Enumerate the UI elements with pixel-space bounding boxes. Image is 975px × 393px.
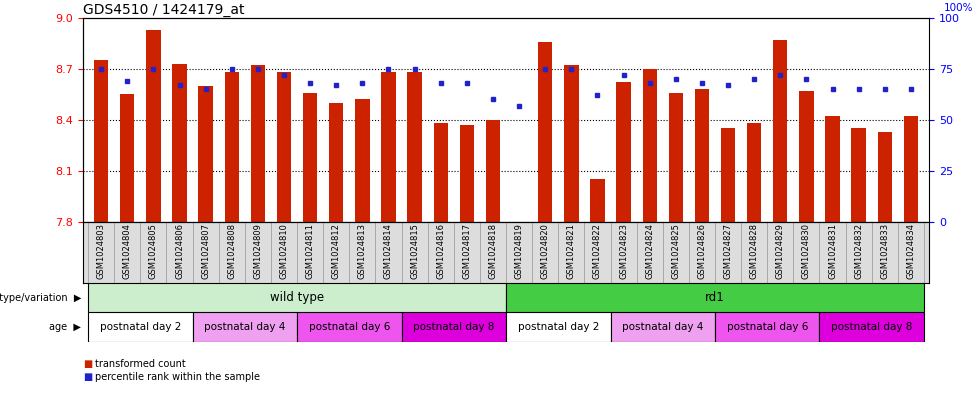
Bar bbox=[904, 116, 918, 222]
Text: postnatal day 2: postnatal day 2 bbox=[518, 322, 599, 332]
Text: GSM1024812: GSM1024812 bbox=[332, 223, 340, 279]
Bar bbox=[94, 60, 108, 222]
Bar bbox=[459, 125, 474, 222]
Text: postnatal day 4: postnatal day 4 bbox=[622, 322, 703, 332]
Text: GSM1024827: GSM1024827 bbox=[723, 223, 732, 279]
Text: wild type: wild type bbox=[270, 291, 324, 304]
Text: postnatal day 6: postnatal day 6 bbox=[726, 322, 808, 332]
Bar bbox=[773, 40, 788, 222]
Bar bbox=[88, 283, 506, 312]
Text: GSM1024834: GSM1024834 bbox=[907, 223, 916, 279]
Bar bbox=[88, 312, 193, 342]
Text: GSM1024820: GSM1024820 bbox=[541, 223, 550, 279]
Bar bbox=[695, 89, 709, 222]
Bar bbox=[193, 312, 297, 342]
Text: GSM1024815: GSM1024815 bbox=[410, 223, 419, 279]
Bar bbox=[610, 312, 715, 342]
Bar bbox=[616, 83, 631, 222]
Text: GSM1024819: GSM1024819 bbox=[515, 223, 524, 279]
Bar bbox=[251, 65, 265, 222]
Text: GSM1024817: GSM1024817 bbox=[462, 223, 471, 279]
Text: postnatal day 4: postnatal day 4 bbox=[204, 322, 286, 332]
Text: GSM1024811: GSM1024811 bbox=[305, 223, 315, 279]
Bar bbox=[486, 120, 500, 222]
Bar bbox=[826, 116, 839, 222]
Bar bbox=[878, 132, 892, 222]
Text: GSM1024808: GSM1024808 bbox=[227, 223, 236, 279]
Bar bbox=[146, 29, 161, 222]
Text: GSM1024830: GSM1024830 bbox=[801, 223, 811, 279]
Bar bbox=[408, 72, 422, 222]
Bar bbox=[120, 94, 135, 222]
Bar bbox=[506, 283, 924, 312]
Bar bbox=[199, 86, 213, 222]
Text: GSM1024821: GSM1024821 bbox=[566, 223, 576, 279]
Text: postnatal day 2: postnatal day 2 bbox=[99, 322, 181, 332]
Text: percentile rank within the sample: percentile rank within the sample bbox=[95, 372, 259, 382]
Bar bbox=[715, 312, 819, 342]
Bar bbox=[819, 312, 924, 342]
Bar bbox=[590, 180, 604, 222]
Text: GSM1024809: GSM1024809 bbox=[254, 223, 262, 279]
Bar bbox=[538, 42, 553, 222]
Text: GSM1024823: GSM1024823 bbox=[619, 223, 628, 279]
Bar bbox=[643, 69, 657, 222]
Bar bbox=[303, 93, 317, 222]
Bar bbox=[329, 103, 343, 222]
Bar bbox=[506, 312, 610, 342]
Text: GSM1024804: GSM1024804 bbox=[123, 223, 132, 279]
Text: GDS4510 / 1424179_at: GDS4510 / 1424179_at bbox=[83, 3, 245, 17]
Text: GSM1024825: GSM1024825 bbox=[672, 223, 681, 279]
Text: GSM1024832: GSM1024832 bbox=[854, 223, 863, 279]
Text: GSM1024824: GSM1024824 bbox=[645, 223, 654, 279]
Text: genotype/variation  ▶: genotype/variation ▶ bbox=[0, 293, 81, 303]
Bar bbox=[381, 72, 396, 222]
Bar bbox=[402, 312, 506, 342]
Y-axis label: 100%: 100% bbox=[944, 3, 974, 13]
Text: postnatal day 8: postnatal day 8 bbox=[413, 322, 494, 332]
Text: postnatal day 8: postnatal day 8 bbox=[831, 322, 913, 332]
Bar bbox=[721, 129, 735, 222]
Text: GSM1024810: GSM1024810 bbox=[280, 223, 289, 279]
Text: GSM1024829: GSM1024829 bbox=[776, 223, 785, 279]
Bar bbox=[434, 123, 448, 222]
Text: age  ▶: age ▶ bbox=[49, 322, 81, 332]
Bar bbox=[277, 72, 292, 222]
Text: GSM1024805: GSM1024805 bbox=[149, 223, 158, 279]
Text: ■: ■ bbox=[83, 372, 92, 382]
Text: rd1: rd1 bbox=[705, 291, 724, 304]
Bar bbox=[851, 129, 866, 222]
Text: postnatal day 6: postnatal day 6 bbox=[309, 322, 390, 332]
Text: GSM1024803: GSM1024803 bbox=[97, 223, 105, 279]
Bar bbox=[173, 64, 186, 222]
Bar bbox=[669, 93, 683, 222]
Bar bbox=[565, 65, 578, 222]
Text: transformed count: transformed count bbox=[95, 358, 185, 369]
Text: GSM1024828: GSM1024828 bbox=[750, 223, 759, 279]
Text: GSM1024807: GSM1024807 bbox=[201, 223, 211, 279]
Text: GSM1024814: GSM1024814 bbox=[384, 223, 393, 279]
Bar bbox=[355, 99, 370, 222]
Text: GSM1024806: GSM1024806 bbox=[176, 223, 184, 279]
Text: GSM1024831: GSM1024831 bbox=[828, 223, 837, 279]
Text: GSM1024833: GSM1024833 bbox=[880, 223, 889, 279]
Text: ■: ■ bbox=[83, 358, 92, 369]
Text: GSM1024813: GSM1024813 bbox=[358, 223, 367, 279]
Text: GSM1024818: GSM1024818 bbox=[488, 223, 497, 279]
Bar bbox=[800, 91, 813, 222]
Text: GSM1024826: GSM1024826 bbox=[697, 223, 707, 279]
Bar bbox=[297, 312, 402, 342]
Text: GSM1024816: GSM1024816 bbox=[436, 223, 446, 279]
Bar bbox=[224, 72, 239, 222]
Bar bbox=[747, 123, 761, 222]
Text: GSM1024822: GSM1024822 bbox=[593, 223, 602, 279]
